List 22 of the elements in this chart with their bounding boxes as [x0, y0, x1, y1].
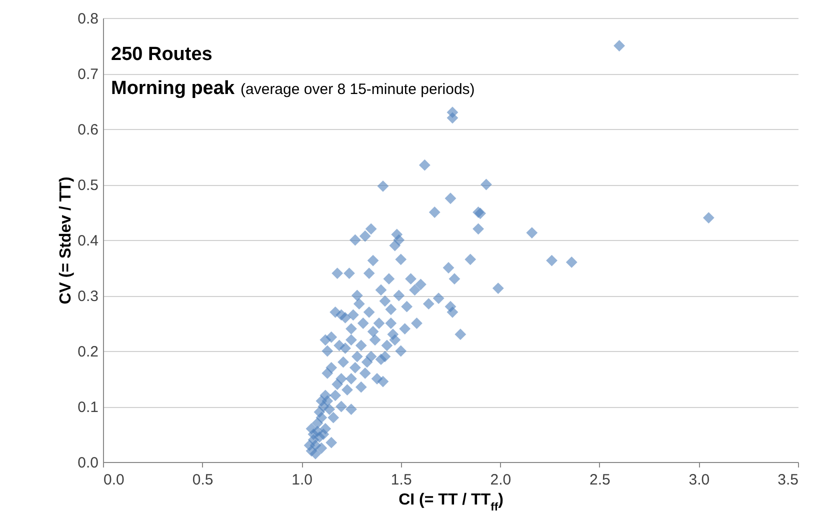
y-tick-label: 0.4: [78, 232, 98, 250]
y-axis-title: CV (= Stdev / TT): [58, 176, 75, 304]
annotation: (average over 8 15-minute periods): [240, 81, 475, 98]
x-tick-label: 3.0: [688, 472, 710, 488]
y-tick-label: 0.1: [78, 399, 98, 416]
x-tick-label: 3.5: [778, 472, 798, 488]
x-tick-label: 1.5: [390, 472, 412, 488]
y-tick-label: 0.7: [78, 66, 98, 83]
y-tick-label: 0.8: [78, 10, 98, 28]
x-axis-title: CI (= TT / TT$_{ff}$): [398, 492, 504, 514]
y-tick-label: 0.5: [78, 177, 98, 194]
y-tick-label: 0.6: [78, 122, 98, 138]
y-tick-label: 0.3: [78, 288, 98, 305]
x-tick-label: 0.0: [104, 472, 124, 488]
y-tick-label: 0.2: [78, 344, 98, 360]
y-tick-label: 0.0: [78, 454, 98, 472]
x-tick-label: 1.0: [292, 472, 312, 488]
x-tick-label: 0.5: [192, 472, 214, 488]
x-tick-label: 2.5: [590, 472, 610, 488]
text: 250 Routes: [111, 44, 212, 65]
annotation: Morning peak: [111, 78, 235, 99]
x-tick-label: 2.0: [490, 472, 512, 488]
